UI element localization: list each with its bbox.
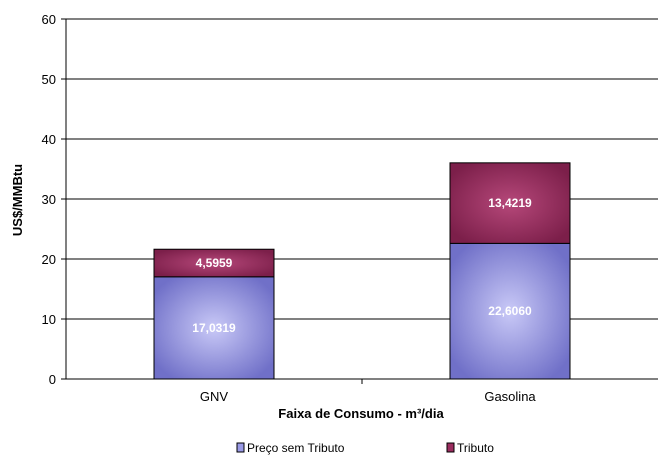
y-tick-label: 60 (42, 12, 56, 27)
x-axis-label: Faixa de Consumo - m³/dia (278, 406, 444, 421)
y-tick-label: 50 (42, 72, 56, 87)
y-tick-label: 20 (42, 252, 56, 267)
data-label: 22,6060 (488, 304, 532, 318)
legend-label: Preço sem Tributo (247, 441, 345, 455)
data-label: 17,0319 (192, 321, 236, 335)
y-tick-labels: 0 10 20 30 40 50 60 (42, 12, 56, 387)
category-label: GNV (200, 389, 229, 404)
y-tick-label: 30 (42, 192, 56, 207)
y-axis-label: US$/MMBtu (10, 164, 25, 236)
y-tick-label: 10 (42, 312, 56, 327)
category-labels: GNV Gasolina (200, 389, 537, 404)
bar-segment (153, 276, 275, 380)
legend-label: Tributo (457, 441, 494, 455)
data-label: 13,4219 (488, 196, 532, 210)
legend: Preço sem Tributo Tributo (236, 441, 494, 455)
category-label: Gasolina (484, 389, 536, 404)
bar-segment (153, 248, 275, 278)
y-tick-label: 40 (42, 132, 56, 147)
y-tick-label: 0 (49, 372, 56, 387)
data-labels: 17,0319 4,5959 22,6060 13,4219 (192, 196, 532, 335)
legend-swatch (236, 442, 245, 453)
bars (153, 162, 571, 380)
legend-swatch (446, 442, 455, 453)
bar-segment (449, 242, 571, 380)
data-label: 4,5959 (196, 256, 233, 270)
bar-segment (449, 162, 571, 244)
